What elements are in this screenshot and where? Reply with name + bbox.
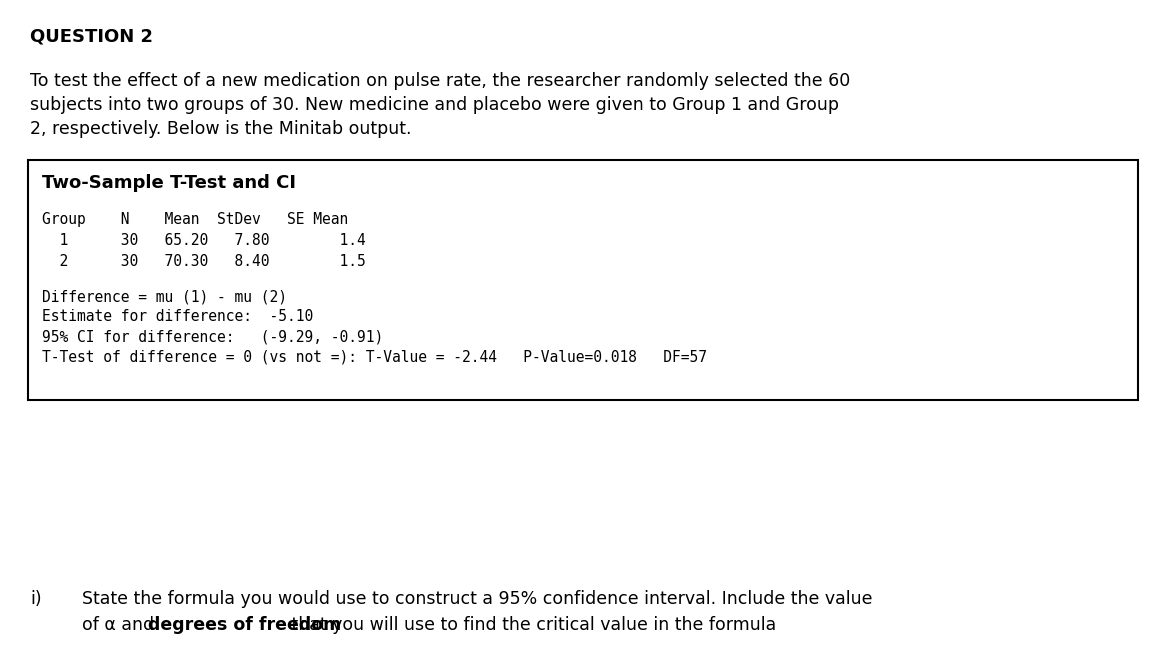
Text: 2      30   70.30   8.40        1.5: 2 30 70.30 8.40 1.5 [42,254,366,269]
Text: QUESTION 2: QUESTION 2 [30,28,153,46]
Text: of α and: of α and [82,616,159,634]
Text: To test the effect of a new medication on pulse rate, the researcher randomly se: To test the effect of a new medication o… [30,72,851,90]
Text: degrees of freedom: degrees of freedom [147,616,340,634]
Text: Group    N    Mean  StDev   SE Mean: Group N Mean StDev SE Mean [42,212,349,227]
Text: 95% CI for difference:   (-9.29, -0.91): 95% CI for difference: (-9.29, -0.91) [42,329,384,344]
Text: State the formula you would use to construct a 95% confidence interval. Include : State the formula you would use to const… [82,590,873,608]
Text: Estimate for difference:  -5.10: Estimate for difference: -5.10 [42,309,314,324]
Text: 2, respectively. Below is the Minitab output.: 2, respectively. Below is the Minitab ou… [30,120,412,138]
Text: 1      30   65.20   7.80        1.4: 1 30 65.20 7.80 1.4 [42,233,366,248]
Text: subjects into two groups of 30. New medicine and placebo were given to Group 1 a: subjects into two groups of 30. New medi… [30,96,839,114]
Text: T-Test of difference = 0 (vs not =): T-Value = -2.44   P-Value=0.018   DF=57: T-Test of difference = 0 (vs not =): T-V… [42,349,707,364]
Text: that you will use to find the critical value in the formula: that you will use to find the critical v… [285,616,776,634]
Text: i): i) [30,590,42,608]
Text: Two-Sample T-Test and CI: Two-Sample T-Test and CI [42,174,296,192]
Text: Difference = mu (1) - mu (2): Difference = mu (1) - mu (2) [42,289,287,304]
Bar [28,160,1138,400]
